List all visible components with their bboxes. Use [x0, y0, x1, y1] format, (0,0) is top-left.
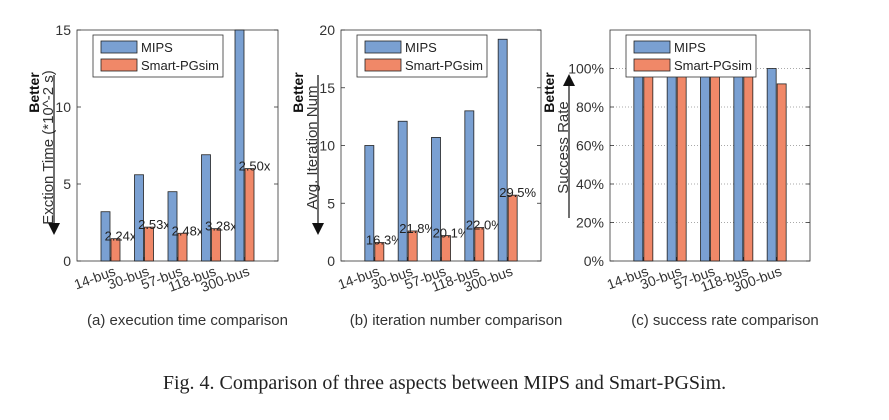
legend-swatch-smart-pgsim [633, 58, 671, 72]
better-arrow-up-icon [563, 74, 575, 86]
bar-smart-pgsim-300-bus [776, 83, 787, 262]
y-tick-label: 100% [568, 61, 604, 77]
y-tick-label: 0 [327, 253, 335, 269]
chart-subtitle: (c) success rate comparison [631, 312, 819, 329]
better-label: Better [290, 72, 306, 113]
legend-label: Smart-PGsim [405, 58, 483, 73]
bar-annotation: 21.8% [399, 221, 436, 236]
bar-mips-14-bus [364, 145, 375, 262]
bar-annotation: 2.53x [138, 217, 170, 232]
bar-mips-118-bus [464, 110, 475, 262]
bar-mips-14-bus [100, 211, 111, 262]
y-tick-label: 0% [584, 253, 604, 269]
better-arrow-down-icon [312, 223, 324, 235]
y-tick-label: 5 [327, 195, 335, 211]
bar-smart-pgsim-118-bus [743, 68, 754, 262]
y-tick-label: 15 [55, 22, 71, 38]
bar-mips-118-bus [201, 154, 211, 262]
legend-swatch-mips [364, 40, 402, 54]
y-axis-title: Avg. Iteration Num [304, 86, 321, 210]
y-axis-title: Exction Time (*10^-2 s) [40, 70, 57, 225]
bar-smart-pgsim-30-bus [407, 230, 418, 262]
legend-swatch-smart-pgsim [364, 58, 402, 72]
bar-smart-pgsim-30-bus [676, 73, 687, 262]
legend-swatch-smart-pgsim [100, 58, 138, 72]
legend-label: MIPS [141, 40, 173, 55]
bar-mips-57-bus [167, 191, 178, 262]
bar-mips-30-bus [666, 68, 677, 262]
bar-smart-pgsim-118-bus [211, 228, 221, 262]
y-tick-label: 15 [319, 80, 335, 96]
bar-smart-pgsim-14-bus [374, 242, 385, 262]
chart-subtitle: (b) iteration number comparison [350, 312, 563, 329]
chart-panel-2: 0510152014-bus16.3%30-bus21.8%57-bus20.1… [290, 22, 562, 329]
bar-annotation: 22.0% [466, 218, 503, 233]
bar-mips-30-bus [397, 120, 408, 262]
bar-mips-14-bus [633, 68, 644, 262]
legend-label: MIPS [674, 40, 706, 55]
bar-mips-118-bus [733, 68, 744, 262]
bar-smart-pgsim-300-bus [244, 168, 255, 262]
y-tick-label: 0 [63, 253, 71, 269]
bar-annotation: 2.48x [172, 223, 204, 238]
better-label: Better [541, 72, 557, 113]
bar-smart-pgsim-118-bus [474, 227, 485, 262]
bar-annotation: 3.28x [205, 219, 237, 234]
bar-annotation: 20.1% [433, 226, 470, 241]
y-tick-label: 40% [576, 176, 604, 192]
bar-annotation: 16.3% [366, 233, 403, 248]
legend-label: Smart-PGsim [141, 58, 219, 73]
bar-mips-300-bus [497, 38, 508, 262]
bar-smart-pgsim-57-bus [177, 232, 188, 262]
bar-smart-pgsim-30-bus [144, 226, 154, 262]
bar-mips-300-bus [766, 68, 777, 262]
y-tick-label: 60% [576, 138, 604, 154]
chart-panel-1: 05101514-bus2.24x30-bus2.53x57-bus2.48x1… [26, 22, 288, 329]
y-tick-label: 10 [319, 138, 335, 154]
bar-smart-pgsim-14-bus [643, 68, 654, 262]
y-tick-label: 10 [55, 99, 71, 115]
y-tick-label: 5 [63, 176, 71, 192]
bar-annotation: 29.5% [499, 185, 536, 200]
bar-smart-pgsim-300-bus [507, 194, 518, 262]
y-tick-label: 80% [576, 99, 604, 115]
y-tick-label: 20% [576, 215, 604, 231]
y-axis-title: Success Rate [555, 101, 572, 194]
bar-smart-pgsim-57-bus [710, 68, 720, 262]
better-arrow-down-icon [48, 223, 60, 235]
bar-smart-pgsim-57-bus [441, 235, 451, 262]
legend-swatch-mips [100, 40, 138, 54]
bar-smart-pgsim-14-bus [110, 238, 121, 262]
bar-annotation: 2.24x [105, 229, 137, 244]
better-label: Better [26, 72, 42, 113]
figure-caption: Fig. 4. Comparison of three aspects betw… [162, 372, 727, 394]
bar-mips-300-bus [234, 29, 245, 262]
bar-mips-57-bus [700, 68, 710, 262]
chart-panel-3: 0%20%40%60%80%100%14-bus30-bus57-bus118-… [541, 29, 819, 329]
y-tick-label: 20 [319, 22, 335, 38]
bar-mips-57-bus [431, 137, 441, 262]
legend-label: MIPS [405, 40, 437, 55]
legend-swatch-mips [633, 40, 671, 54]
chart-subtitle: (a) execution time comparison [87, 312, 288, 329]
bar-annotation: 2.50x [239, 159, 271, 174]
bar-mips-30-bus [134, 174, 144, 262]
legend-label: Smart-PGsim [674, 58, 752, 73]
